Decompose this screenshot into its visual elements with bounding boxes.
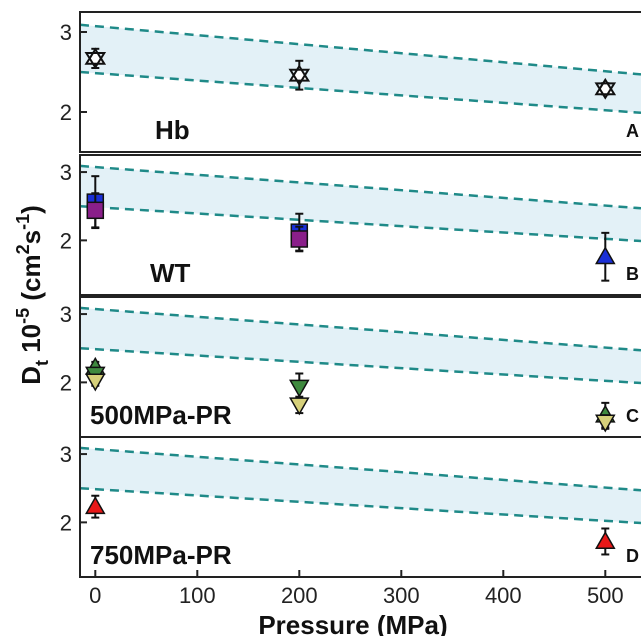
panel-frame: [79, 154, 641, 296]
y-tick-label: 2: [60, 228, 72, 253]
y-axis-label-base: D: [16, 366, 46, 385]
data-point-triangle-down: [595, 414, 616, 433]
band-lower-line: [80, 204, 641, 243]
data-point-triangle-down: [289, 379, 310, 398]
confidence-band: [80, 24, 641, 113]
panel-label: 500MPa-PR: [90, 400, 232, 430]
panel-d: 2 3 750MPa-PR D: [60, 436, 641, 578]
data-point-star-down: [594, 82, 617, 100]
y-tick-label: 2: [60, 370, 72, 395]
y-tick-label: 2: [60, 100, 72, 125]
x-axis: 0 100 200 300 400 500: [89, 570, 624, 608]
panel-label: Hb: [155, 115, 190, 145]
y-axis-label-unit-exp2: -1: [13, 214, 33, 230]
panel-letter: B: [626, 264, 639, 284]
panel-a: 2 3 Hb A: [60, 11, 641, 153]
y-tick-label: 2: [60, 510, 72, 535]
panel-c: 2 3 500MPa-PR C: [60, 296, 641, 438]
data-point-square: [290, 230, 309, 248]
x-tick-label: 0: [89, 583, 101, 608]
band-upper-line: [80, 164, 641, 210]
y-axis-label-sub: t: [32, 360, 52, 366]
data-point-triangle-up: [85, 496, 106, 515]
panel-letter: C: [626, 406, 639, 426]
panel-plot-area: [80, 164, 641, 282]
panel-frame: [79, 436, 641, 578]
panel-frame: [79, 11, 641, 153]
y-tick-label: 3: [60, 160, 72, 185]
x-tick-label: 200: [281, 583, 318, 608]
panel-plot-area: [80, 23, 641, 115]
y-tick-label: 3: [60, 20, 72, 45]
y-axis-label-unit-open: (cm: [16, 254, 46, 307]
y-axis-label-unit-close: ): [16, 205, 46, 214]
data-point-triangle-down: [85, 373, 106, 392]
data-point-triangle-up: [595, 246, 616, 265]
x-tick-label: 500: [587, 583, 624, 608]
panels: 2 3 Hb A 2 3 WT B 2 3 500MPa-PR C 2 3 750MPa-PR D: [60, 11, 641, 578]
panel-plot-area: [80, 306, 641, 433]
confidence-band: [80, 447, 641, 524]
x-tick-label: 100: [179, 583, 216, 608]
band-upper-line: [80, 23, 641, 76]
band-lower-line: [80, 70, 641, 115]
y-tick-label: 3: [60, 302, 72, 327]
panel-label: WT: [150, 258, 191, 288]
panel-plot-area: [80, 446, 641, 556]
band-upper-line: [80, 446, 641, 492]
y-axis-label-mid: 10: [16, 324, 46, 360]
y-axis-label-unit-mid: s: [16, 230, 46, 244]
band-lower-line: [80, 486, 641, 525]
panel-letter: A: [626, 121, 639, 141]
x-tick-label: 400: [485, 583, 522, 608]
panel-label: 750MPa-PR: [90, 540, 232, 570]
panel-letter: D: [626, 546, 639, 566]
band-upper-line: [80, 306, 641, 352]
data-point-star-down: [288, 68, 311, 87]
panel-b: 2 3 WT B: [60, 154, 641, 296]
x-axis-label: Pressure (MPa): [258, 610, 447, 636]
band-lower-line: [80, 346, 641, 385]
data-point-star-down: [84, 52, 107, 70]
y-tick-label: 3: [60, 442, 72, 467]
confidence-band: [80, 307, 641, 384]
y-axis-label-unit-exp1: 2: [13, 244, 33, 254]
confidence-band: [80, 165, 641, 242]
data-point-triangle-up: [595, 530, 616, 549]
data-point-triangle-down: [289, 397, 310, 416]
y-axis-label-exp: -5: [13, 308, 33, 324]
x-tick-label: 300: [383, 583, 420, 608]
y-axis-label: Dt 10-5 (cm2s-1): [13, 205, 52, 385]
data-point-square: [86, 201, 105, 220]
